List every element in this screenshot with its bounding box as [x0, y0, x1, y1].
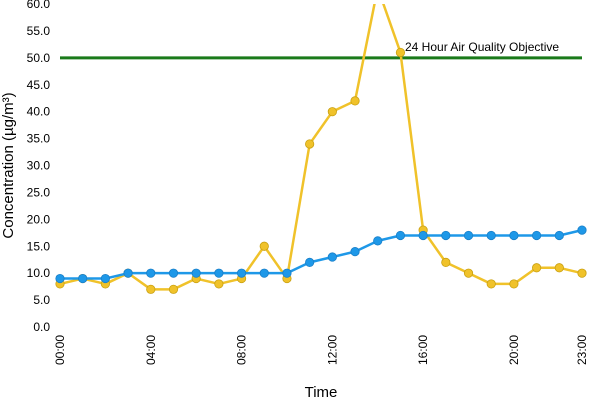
x-axis-ticks: 00:00 04:00 08:00 12:00 16:00 20:00 23:00: [53, 335, 589, 365]
data-point: [418, 230, 428, 241]
data-point: [554, 230, 564, 241]
x-tick-label: 04:00: [144, 335, 158, 365]
data-point: [214, 279, 224, 289]
data-point: [463, 230, 474, 241]
series-line: [60, 228, 583, 280]
x-tick-label: 20:00: [507, 335, 521, 365]
data-point: [532, 230, 542, 241]
data-point: [532, 263, 542, 273]
y-tick-label: 25.0: [27, 185, 51, 199]
y-tick-label: 60.0: [27, 0, 51, 11]
x-tick-label: 12:00: [325, 335, 339, 365]
data-point: [509, 230, 519, 241]
data-point: [191, 268, 201, 278]
data-point: [55, 273, 65, 284]
data-point: [214, 268, 224, 278]
data-point: [441, 230, 451, 241]
y-tick-label: 0.0: [33, 320, 50, 334]
data-point: [78, 273, 88, 284]
data-point: [327, 252, 337, 262]
data-point: [441, 257, 451, 267]
data-point: [350, 247, 360, 257]
data-point: [305, 257, 315, 267]
y-tick-label: 35.0: [27, 132, 51, 146]
series-2: [55, 225, 587, 284]
data-point: [463, 268, 474, 278]
data-point: [123, 268, 133, 278]
data-point: [305, 139, 315, 149]
y-tick-label: 30.0: [27, 159, 51, 173]
series-layer: [55, 4, 587, 294]
y-axis-ticks: 0.0 5.0 10.0 15.0 20.0 25.0 30.0 35.0 40.0 45.0 50…: [27, 0, 51, 334]
y-tick-label: 20.0: [27, 212, 51, 226]
data-point: [327, 107, 337, 117]
data-point: [282, 268, 292, 278]
data-point: [509, 279, 519, 289]
data-point: [236, 268, 247, 278]
data-point: [350, 96, 360, 106]
reference-line-label: 24 Hour Air Quality Objective: [405, 40, 559, 54]
data-point: [395, 230, 406, 241]
x-tick-label: 23:00: [575, 335, 589, 365]
data-point: [100, 273, 110, 284]
data-point: [168, 284, 179, 294]
y-tick-label: 50.0: [27, 51, 51, 65]
x-tick-label: 00:00: [53, 335, 67, 365]
data-point: [486, 230, 496, 241]
y-tick-label: 40.0: [27, 105, 51, 119]
data-point: [146, 268, 156, 278]
data-point: [486, 279, 496, 289]
x-tick-label: 16:00: [416, 335, 430, 365]
data-point: [373, 236, 383, 246]
data-point: [259, 268, 269, 278]
x-axis-title: Time: [305, 384, 338, 400]
data-point: [168, 268, 179, 278]
y-axis-title: Concentration (µg/m³): [0, 92, 17, 238]
data-point: [577, 225, 587, 235]
data-point: [259, 241, 269, 251]
y-tick-label: 10.0: [27, 266, 51, 280]
x-tick-label: 08:00: [235, 335, 249, 365]
data-point: [146, 284, 156, 294]
data-point: [577, 268, 587, 278]
y-tick-label: 55.0: [27, 24, 51, 38]
data-point: [554, 263, 564, 273]
y-tick-label: 5.0: [33, 293, 50, 307]
y-tick-label: 45.0: [27, 78, 51, 92]
data-point: [395, 47, 406, 58]
y-tick-label: 15.0: [27, 239, 51, 253]
